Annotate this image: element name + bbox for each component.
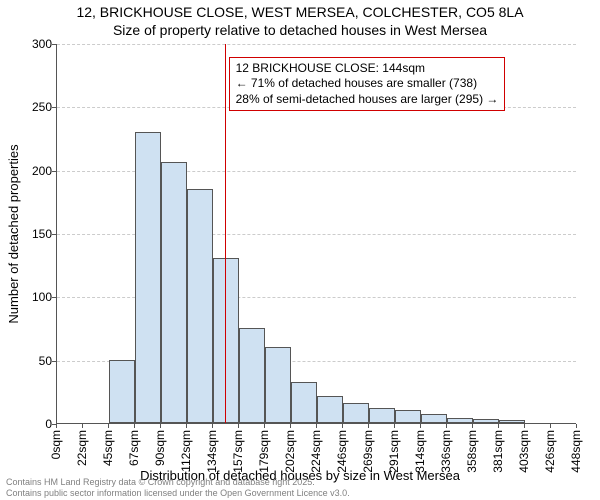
histogram-bar xyxy=(317,396,343,423)
x-tick-mark xyxy=(472,424,473,428)
info-box-line: ← 71% of detached houses are smaller (73… xyxy=(236,76,499,92)
x-tick-label: 224sqm xyxy=(309,430,323,473)
info-box-line: 28% of semi-detached houses are larger (… xyxy=(236,92,499,108)
y-tick-label: 150 xyxy=(8,227,52,241)
x-tick-mark xyxy=(498,424,499,428)
chart-title-sub: Size of property relative to detached ho… xyxy=(0,22,600,38)
x-tick-mark xyxy=(342,424,343,428)
x-tick-mark xyxy=(134,424,135,428)
y-tick-mark xyxy=(52,171,56,172)
y-tick-label: 250 xyxy=(8,100,52,114)
histogram-bar xyxy=(135,132,161,423)
x-tick-mark xyxy=(368,424,369,428)
y-tick-mark xyxy=(52,107,56,108)
x-tick-mark xyxy=(524,424,525,428)
histogram-bar xyxy=(369,408,395,423)
x-tick-mark xyxy=(212,424,213,428)
x-tick-label: 381sqm xyxy=(491,430,505,473)
x-tick-mark xyxy=(420,424,421,428)
y-tick-label: 200 xyxy=(8,164,52,178)
histogram-bar xyxy=(161,162,187,423)
x-tick-mark xyxy=(290,424,291,428)
info-box-line: 12 BRICKHOUSE CLOSE: 144sqm xyxy=(236,61,499,77)
x-tick-label: 291sqm xyxy=(387,430,401,473)
y-tick-mark xyxy=(52,361,56,362)
x-tick-label: 179sqm xyxy=(257,430,271,473)
x-tick-label: 134sqm xyxy=(205,430,219,473)
x-tick-label: 45sqm xyxy=(101,430,115,466)
gridline xyxy=(57,44,576,45)
histogram-bar xyxy=(395,410,421,423)
histogram-bar xyxy=(291,382,317,423)
y-tick-label: 0 xyxy=(8,417,52,431)
x-tick-mark xyxy=(238,424,239,428)
histogram-chart: 12, BRICKHOUSE CLOSE, WEST MERSEA, COLCH… xyxy=(0,0,600,500)
y-tick-mark xyxy=(52,297,56,298)
x-tick-label: 448sqm xyxy=(569,430,583,473)
info-box: 12 BRICKHOUSE CLOSE: 144sqm← 71% of deta… xyxy=(229,57,506,112)
x-tick-label: 202sqm xyxy=(283,430,297,473)
histogram-bar xyxy=(499,420,525,423)
attribution-text: Contains HM Land Registry data © Crown c… xyxy=(6,477,350,498)
x-tick-label: 67sqm xyxy=(127,430,141,466)
x-tick-label: 90sqm xyxy=(153,430,167,466)
attribution-line-2: Contains public sector information licen… xyxy=(6,488,350,498)
x-tick-mark xyxy=(316,424,317,428)
x-tick-mark xyxy=(160,424,161,428)
x-tick-label: 157sqm xyxy=(231,430,245,473)
y-tick-mark xyxy=(52,234,56,235)
histogram-bar xyxy=(239,328,265,423)
plot-area: 12 BRICKHOUSE CLOSE: 144sqm← 71% of deta… xyxy=(56,44,576,424)
y-tick-label: 300 xyxy=(8,37,52,51)
marker-line xyxy=(225,44,226,423)
histogram-bar xyxy=(473,419,499,423)
x-tick-label: 22sqm xyxy=(75,430,89,466)
x-tick-mark xyxy=(576,424,577,428)
x-tick-label: 269sqm xyxy=(361,430,375,473)
x-tick-label: 0sqm xyxy=(49,430,63,459)
x-tick-label: 403sqm xyxy=(517,430,531,473)
histogram-bar xyxy=(187,189,213,423)
attribution-line-1: Contains HM Land Registry data © Crown c… xyxy=(6,477,350,487)
x-tick-mark xyxy=(394,424,395,428)
x-tick-mark xyxy=(108,424,109,428)
y-tick-label: 50 xyxy=(8,354,52,368)
x-tick-label: 246sqm xyxy=(335,430,349,473)
histogram-bar xyxy=(213,258,239,423)
x-tick-mark xyxy=(446,424,447,428)
chart-title-main: 12, BRICKHOUSE CLOSE, WEST MERSEA, COLCH… xyxy=(0,4,600,20)
histogram-bar xyxy=(109,360,135,423)
x-tick-mark xyxy=(264,424,265,428)
x-tick-label: 314sqm xyxy=(413,430,427,473)
x-tick-label: 358sqm xyxy=(465,430,479,473)
x-tick-mark xyxy=(186,424,187,428)
x-tick-mark xyxy=(550,424,551,428)
y-tick-mark xyxy=(52,44,56,45)
y-tick-label: 100 xyxy=(8,290,52,304)
histogram-bar xyxy=(343,403,369,423)
x-tick-label: 426sqm xyxy=(543,430,557,473)
x-tick-label: 336sqm xyxy=(439,430,453,473)
x-tick-mark xyxy=(82,424,83,428)
x-tick-label: 112sqm xyxy=(179,430,193,472)
histogram-bar xyxy=(265,347,291,423)
x-tick-mark xyxy=(56,424,57,428)
histogram-bar xyxy=(421,414,447,423)
histogram-bar xyxy=(447,418,473,423)
